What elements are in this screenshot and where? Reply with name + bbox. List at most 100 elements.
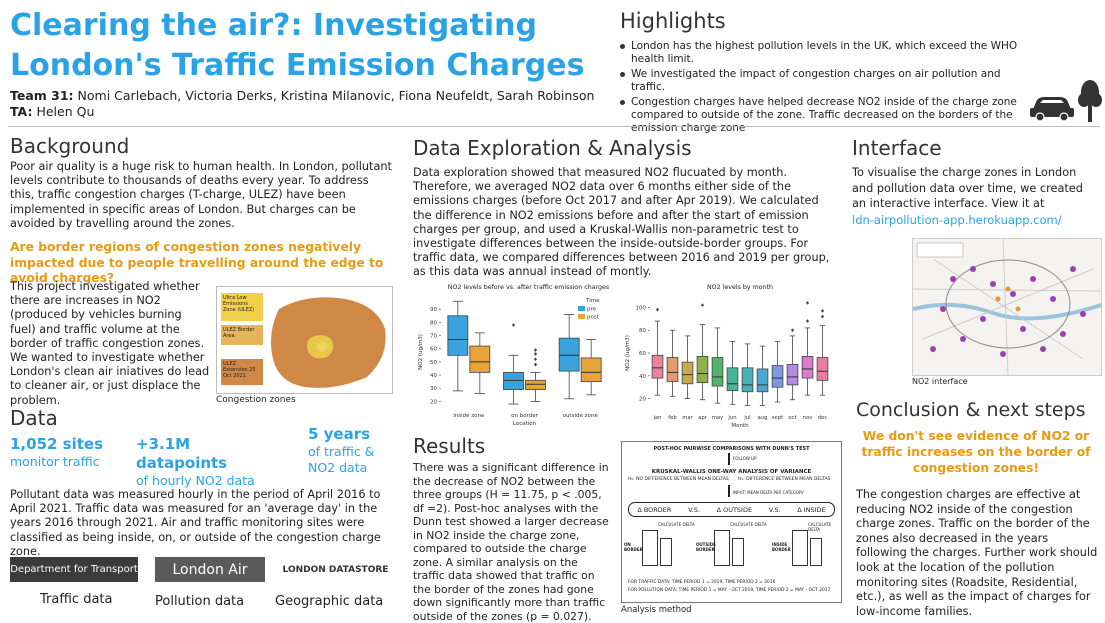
diagram-calc: CALCULATE DELTA (808, 522, 832, 532)
conclusion-text: The congestion charges are effective at … (856, 488, 1098, 618)
diagram-footer: FOR TRAFFIC DATA: TIME PERIOD 1 = 2019, … (628, 580, 776, 585)
box-outlier (820, 314, 825, 319)
dft-logo-text: Department for Transport (10, 564, 138, 575)
diagram-period-box (642, 530, 658, 566)
legend-ulez: Ultra Low Emissions Zone (ULEZ) (221, 293, 263, 321)
legend-title: Time (585, 298, 600, 304)
x-tick-label: mar (682, 415, 693, 421)
logo-caption: Geographic data (275, 594, 384, 609)
diagram-calc: CALCULATE DELTA (658, 522, 695, 527)
x-tick-label: aug (758, 415, 768, 421)
diagram-h1: H₁: DIFFERENCE BETWEEN MEAN DELTAS (738, 477, 831, 482)
results-text: There was a significant difference in th… (413, 461, 609, 623)
diagram-dunn: POST-HOC PAIRWISE COMPARISONS WITH DUNN'… (653, 446, 810, 452)
map-caption: Congestion zones (216, 395, 296, 405)
diagram-period-box (714, 530, 730, 566)
research-question: Are border regions of congestion zones n… (10, 240, 384, 285)
legend-swatch (578, 306, 585, 311)
diagram-arrow (728, 485, 730, 497)
conclusion-heading: Conclusion & next steps (856, 399, 1086, 421)
diagram-kw: KRUSKAL-WALLIS ONE-WAY ANALYSIS OF VARIA… (651, 469, 812, 475)
stat-years: 5 years of traffic & NO2 data (308, 425, 390, 476)
london-air-logo-text: London Air (172, 561, 248, 578)
datastore-logo: LONDON DATASTORE (278, 557, 393, 582)
box (756, 368, 769, 393)
legend-swatch (578, 314, 585, 319)
diagram-calc: CALCULATE DELTA (730, 522, 767, 527)
background-heading: Background (10, 134, 130, 158)
results-heading: Results (413, 434, 486, 458)
conclusion-highlight: We don't see evidence of NO2 or traffic … (861, 429, 1091, 475)
y-tick-label: 50 (430, 360, 437, 366)
car-tree-icon (1030, 80, 1102, 122)
x-axis-label: Month (731, 423, 749, 429)
y-tick-label: 20 (639, 397, 646, 403)
diagram-period-box (792, 530, 808, 566)
stat-big: 5 years (308, 425, 371, 443)
diagram-inside: Δ INSIDE (797, 505, 826, 514)
london-air-logo: London Air (155, 557, 265, 582)
dft-logo: Department for Transport (10, 557, 138, 582)
diagram-vs: V.S. (768, 505, 781, 514)
x-tick-label: on border (511, 413, 538, 419)
x-tick-label: outside zone (563, 413, 599, 419)
x-tick-label: apr (698, 415, 708, 421)
box (681, 361, 694, 385)
stat-datapoints: +3.1M datapoints of hourly NO2 data (136, 435, 286, 489)
stat-sites: 1,052 sites monitor traffic (10, 435, 135, 470)
highlights-heading: Highlights (620, 9, 726, 33)
x-tick-label: dec (818, 415, 828, 421)
chart-title: NO2 levels by month (707, 284, 773, 291)
y-tick-label: 40 (430, 373, 437, 379)
y-tick-label: 60 (639, 351, 646, 357)
y-tick-label: 30 (430, 386, 437, 392)
box (711, 357, 724, 387)
y-tick-label: 80 (639, 328, 646, 334)
legend-label: post (587, 315, 600, 321)
y-axis-label: NO2 (ug/m3) (418, 334, 424, 370)
legend-border: ULEZ Border Area (221, 325, 263, 345)
box-outlier (700, 303, 705, 307)
data-heading: Data (10, 406, 58, 430)
box (696, 356, 709, 384)
data-text: Pollutant data was measured hourly in th… (10, 488, 381, 558)
x-axis-label: Location (513, 421, 537, 427)
y-tick-label: 100 (636, 305, 647, 311)
legend-label: pre (587, 307, 597, 313)
monthly-boxplot: NO2 levels by month 20 40 60 80 100 NO2 (ug/m3… (625, 284, 829, 429)
box (580, 357, 602, 383)
stat-big: 1,052 sites (10, 435, 104, 453)
diagram-period-box (660, 538, 672, 566)
diagram-follow: FOLLOW UP (733, 456, 757, 461)
box-outlier (533, 357, 538, 362)
ta-name: Helen Qu (36, 104, 95, 119)
x-tick-label: feb (668, 415, 677, 421)
interface-link[interactable]: ldn-airpollution-app.herokuapp.com/ (852, 213, 1062, 227)
stat-big: +3.1M datapoints (136, 435, 228, 472)
diagram-vs: V.S. (688, 505, 700, 514)
no2-interface-screenshot (912, 238, 1102, 376)
stat-small: of hourly NO2 data (136, 473, 255, 488)
box (801, 356, 814, 379)
divider (8, 126, 1100, 127)
legend-extension: ULEZ Extension 25 Oct 2021 (221, 359, 263, 385)
x-tick-label: jun (727, 415, 736, 421)
y-axis-label: NO2 (ug/m3) (625, 335, 631, 371)
interface-heading: Interface (852, 136, 942, 160)
diagram-outside: Δ OUTSIDE (716, 505, 753, 514)
project-text: This project investigated whether there … (10, 280, 210, 407)
x-tick-label: jan (652, 415, 661, 421)
team-members: Nomi Carlebach, Victoria Derks, Kristina… (77, 88, 595, 103)
diagram-caption: Analysis method (621, 605, 692, 615)
logo-caption: Pollution data (155, 594, 245, 609)
highlight-item: We investigated the impact of congestion… (620, 68, 1020, 94)
y-tick-label: 40 (639, 374, 646, 380)
x-tick-label: may (712, 415, 724, 421)
x-tick-label: sept (772, 415, 783, 421)
box-outlier (805, 319, 810, 323)
diagram-footer: FOR POLLUTION DATA: TIME PERIOD 1 = MAY … (628, 588, 831, 593)
box-outlier (805, 301, 810, 305)
ta-label: TA: (10, 104, 33, 119)
chart-title: NO2 levels before vs. after traffic emis… (448, 284, 609, 291)
interface-caption: NO2 interface (912, 377, 968, 386)
